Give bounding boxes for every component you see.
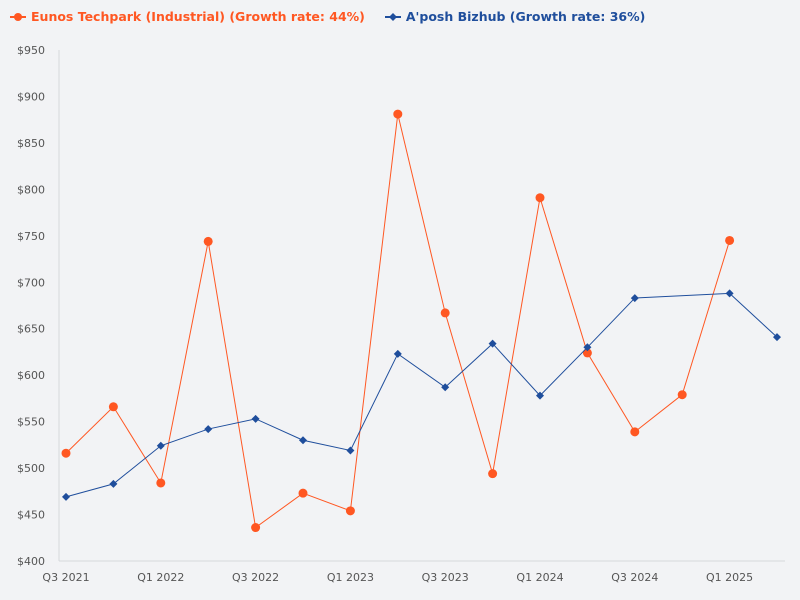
y-tick-label: $550	[17, 416, 45, 429]
x-tick-label: Q3 2023	[422, 571, 469, 584]
x-tick-label: Q1 2025	[706, 571, 753, 584]
x-tick-label: Q1 2024	[516, 571, 563, 584]
data-point	[536, 391, 544, 400]
data-point	[725, 235, 735, 245]
x-tick-label: Q1 2023	[327, 571, 374, 584]
data-point	[251, 414, 260, 423]
data-point	[630, 427, 640, 437]
x-tick-label: Q1 2022	[137, 571, 184, 584]
y-tick-label: $900	[17, 90, 45, 103]
x-tick-label: Q3 2021	[42, 571, 89, 584]
data-point	[441, 383, 450, 392]
circle-marker-icon	[10, 12, 26, 21]
data-point	[725, 289, 734, 298]
data-point	[773, 333, 781, 342]
legend: Eunos Techpark (Industrial) (Growth rate…	[10, 9, 645, 24]
data-point	[393, 349, 402, 358]
y-tick-label: $850	[17, 137, 45, 150]
data-point	[630, 294, 639, 303]
legend-item-aposh[interactable]: A'posh Bizhub (Growth rate: 36%)	[384, 9, 646, 24]
data-point	[156, 441, 165, 450]
data-point	[345, 506, 355, 516]
y-tick-label: $450	[17, 509, 45, 522]
data-point	[440, 308, 450, 318]
data-point	[204, 425, 213, 434]
legend-label: A'posh Bizhub (Growth rate: 36%)	[405, 9, 646, 24]
y-tick-label: $500	[17, 462, 45, 475]
legend-item-eunos[interactable]: Eunos Techpark (Industrial) (Growth rate…	[10, 9, 365, 24]
diamond-marker-icon	[384, 12, 401, 21]
y-tick-label: $650	[17, 323, 45, 336]
data-point	[393, 109, 403, 119]
data-point	[488, 339, 497, 348]
data-point	[535, 193, 545, 203]
data-point	[583, 343, 592, 352]
y-tick-label: $750	[17, 230, 45, 243]
data-point	[677, 390, 687, 400]
data-point	[156, 478, 166, 488]
data-point	[488, 469, 498, 479]
y-tick-label: $600	[17, 369, 45, 382]
data-point	[346, 446, 355, 455]
data-point	[62, 492, 70, 501]
data-point	[298, 488, 308, 498]
data-point	[582, 348, 592, 358]
data-point	[109, 479, 118, 488]
x-tick-label: Q3 2024	[611, 571, 658, 584]
data-point	[251, 523, 261, 533]
data-point	[61, 448, 71, 458]
data-point	[203, 236, 213, 246]
y-tick-label: $950	[17, 44, 45, 57]
data-point	[299, 436, 307, 445]
legend-label: Eunos Techpark (Industrial) (Growth rate…	[31, 9, 365, 24]
y-tick-label: $400	[17, 555, 45, 568]
y-tick-label: $700	[17, 276, 45, 289]
data-point	[108, 402, 118, 412]
x-tick-label: Q3 2022	[232, 571, 279, 584]
series-line-1	[65, 292, 778, 498]
y-tick-label: $800	[17, 183, 45, 196]
series-line-0	[65, 113, 731, 529]
